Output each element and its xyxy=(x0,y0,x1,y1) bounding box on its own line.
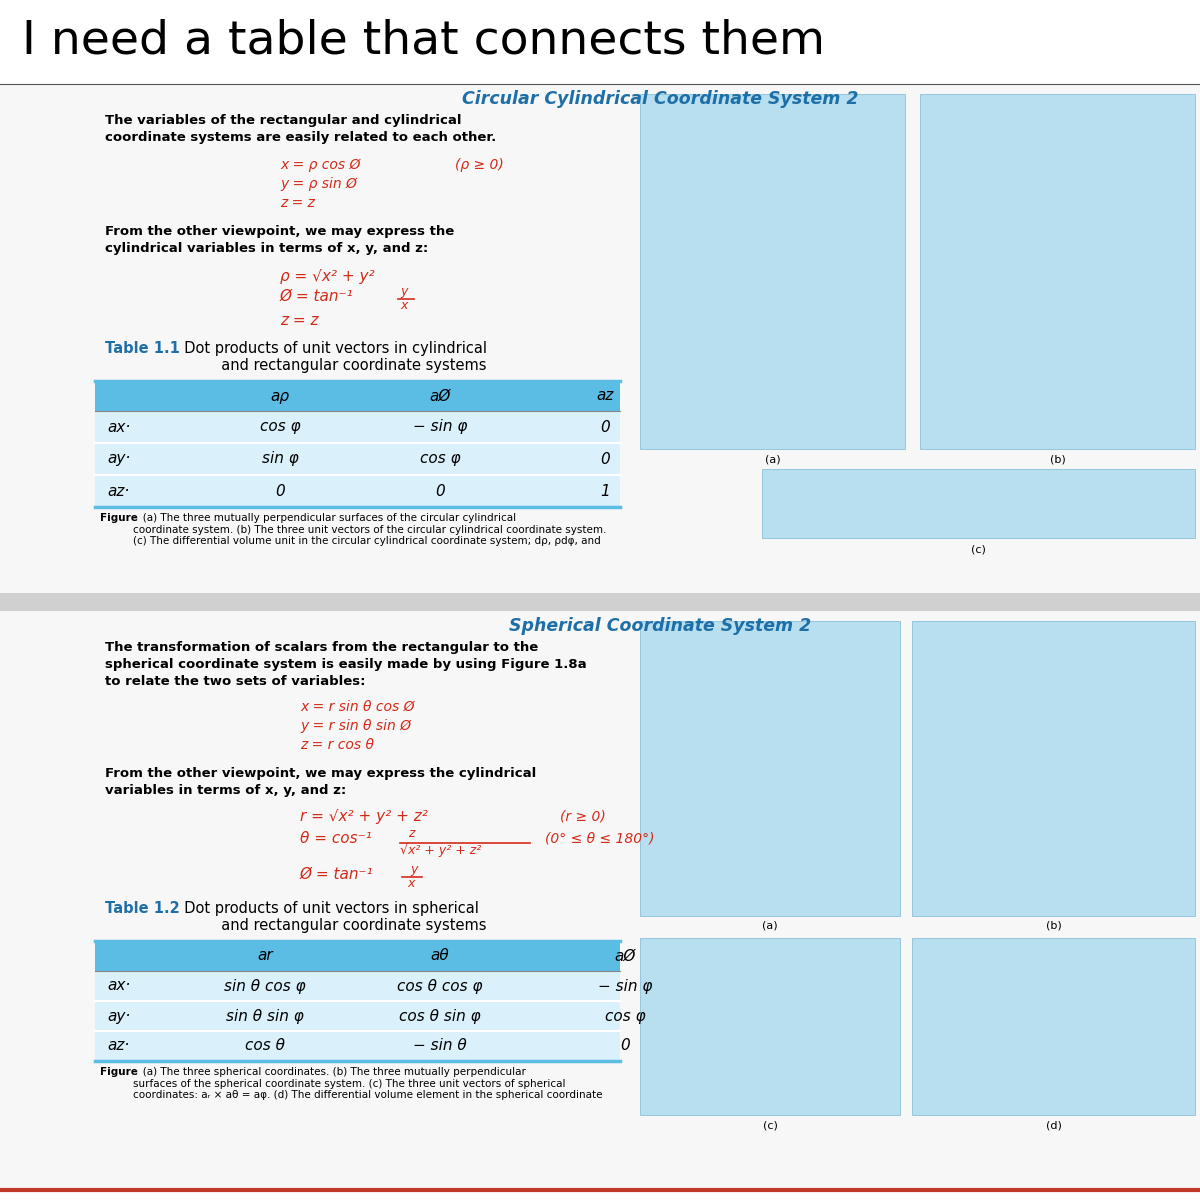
Text: x = r sin θ cos Ø: x = r sin θ cos Ø xyxy=(300,700,414,714)
Text: aØ: aØ xyxy=(430,389,451,403)
Text: sin θ cos φ: sin θ cos φ xyxy=(224,978,306,994)
Text: az: az xyxy=(596,389,613,403)
Text: to relate the two sets of variables:: to relate the two sets of variables: xyxy=(106,674,366,688)
Text: (0° ≤ θ ≤ 180°): (0° ≤ θ ≤ 180°) xyxy=(545,830,654,845)
Text: (c): (c) xyxy=(971,544,986,554)
Text: sin φ: sin φ xyxy=(262,451,299,467)
Text: 1: 1 xyxy=(600,484,610,498)
Text: and rectangular coordinate systems: and rectangular coordinate systems xyxy=(175,918,486,934)
Bar xyxy=(95,443,620,475)
Text: θ = cos⁻¹: θ = cos⁻¹ xyxy=(300,830,372,846)
Text: y: y xyxy=(400,284,407,298)
Text: 0: 0 xyxy=(600,420,610,434)
Text: Dot products of unit vectors in cylindrical: Dot products of unit vectors in cylindri… xyxy=(175,341,487,356)
Text: ar: ar xyxy=(257,948,272,964)
Text: cos φ: cos φ xyxy=(259,420,300,434)
Text: z = z: z = z xyxy=(280,313,318,328)
Text: − sin φ: − sin φ xyxy=(413,420,467,434)
Text: ax·: ax· xyxy=(107,978,131,994)
Text: 0: 0 xyxy=(436,484,445,498)
Text: variables in terms of x, y, and z:: variables in terms of x, y, and z: xyxy=(106,784,347,797)
Text: Ø = tan⁻¹: Ø = tan⁻¹ xyxy=(280,289,354,304)
Bar xyxy=(0,611,1200,1190)
Text: ax·: ax· xyxy=(107,420,131,434)
Bar xyxy=(95,382,620,410)
Text: 0: 0 xyxy=(620,1038,630,1054)
Text: y = ρ sin Ø: y = ρ sin Ø xyxy=(280,176,356,191)
Text: Figure: Figure xyxy=(100,514,138,523)
Text: z = r cos θ: z = r cos θ xyxy=(300,738,374,752)
Text: ρ = √x² + y²: ρ = √x² + y² xyxy=(280,269,374,284)
Text: The variables of the rectangular and cylindrical: The variables of the rectangular and cyl… xyxy=(106,114,462,127)
Text: (c): (c) xyxy=(762,1120,778,1130)
Text: cylindrical variables in terms of x, y, and z:: cylindrical variables in terms of x, y, … xyxy=(106,242,428,254)
Text: (ρ ≥ 0): (ρ ≥ 0) xyxy=(455,158,504,172)
Bar xyxy=(912,938,1195,1115)
Bar xyxy=(640,622,900,916)
Text: − sin θ: − sin θ xyxy=(413,1038,467,1054)
Text: (d): (d) xyxy=(1045,1120,1062,1130)
Text: Table 1.2: Table 1.2 xyxy=(106,901,180,916)
Text: From the other viewpoint, we may express the: From the other viewpoint, we may express… xyxy=(106,226,455,238)
Text: (a) The three mutually perpendicular surfaces of the circular cylindrical
coordi: (a) The three mutually perpendicular sur… xyxy=(133,514,606,546)
Bar xyxy=(95,1001,620,1031)
Text: x = ρ cos Ø: x = ρ cos Ø xyxy=(280,158,360,172)
Text: ay·: ay· xyxy=(107,1008,131,1024)
Bar xyxy=(0,84,1200,593)
Bar xyxy=(95,1031,620,1061)
Text: − sin φ: − sin φ xyxy=(598,978,652,994)
Bar xyxy=(95,410,620,443)
Text: sin θ sin φ: sin θ sin φ xyxy=(226,1008,304,1024)
Text: z = z: z = z xyxy=(280,196,314,210)
Text: az·: az· xyxy=(107,484,130,498)
Text: cos φ: cos φ xyxy=(420,451,461,467)
Text: z: z xyxy=(408,827,414,840)
Bar xyxy=(920,94,1195,449)
Text: From the other viewpoint, we may express the cylindrical: From the other viewpoint, we may express… xyxy=(106,767,536,780)
Text: ay·: ay· xyxy=(107,451,131,467)
Bar xyxy=(640,938,900,1115)
Text: The transformation of scalars from the rectangular to the: The transformation of scalars from the r… xyxy=(106,641,539,654)
Text: (a): (a) xyxy=(762,922,778,931)
Text: (r ≥ 0): (r ≥ 0) xyxy=(560,809,606,823)
Text: Figure: Figure xyxy=(100,1067,138,1078)
Bar xyxy=(95,941,620,971)
Bar xyxy=(762,469,1195,538)
Text: cos θ: cos θ xyxy=(245,1038,286,1054)
Text: √x² + y² + z²: √x² + y² + z² xyxy=(400,842,481,857)
Text: aρ: aρ xyxy=(270,389,289,403)
Text: Table 1.1: Table 1.1 xyxy=(106,341,180,356)
Text: 0: 0 xyxy=(275,484,284,498)
Text: (b): (b) xyxy=(1050,455,1066,464)
Text: coordinate systems are easily related to each other.: coordinate systems are easily related to… xyxy=(106,131,497,144)
Text: az·: az· xyxy=(107,1038,130,1054)
Text: cos φ: cos φ xyxy=(605,1008,646,1024)
Text: (a): (a) xyxy=(764,455,780,464)
Text: 0: 0 xyxy=(600,451,610,467)
Text: Ø = tan⁻¹: Ø = tan⁻¹ xyxy=(300,866,373,882)
Text: cos θ cos φ: cos θ cos φ xyxy=(397,978,482,994)
Text: (a) The three spherical coordinates. (b) The three mutually perpendicular
surfac: (a) The three spherical coordinates. (b)… xyxy=(133,1067,602,1100)
Bar xyxy=(0,593,1200,611)
Text: aθ: aθ xyxy=(431,948,449,964)
Text: r = √x² + y² + z²: r = √x² + y² + z² xyxy=(300,809,428,824)
Bar xyxy=(95,475,620,506)
Text: y = r sin θ sin Ø: y = r sin θ sin Ø xyxy=(300,719,410,733)
Text: y: y xyxy=(410,863,418,876)
Text: Circular Cylindrical Coordinate System 2: Circular Cylindrical Coordinate System 2 xyxy=(462,90,858,108)
Text: aØ: aØ xyxy=(614,948,636,964)
Text: Dot products of unit vectors in spherical: Dot products of unit vectors in spherica… xyxy=(175,901,479,916)
Text: spherical coordinate system is easily made by using Figure 1.8a: spherical coordinate system is easily ma… xyxy=(106,658,587,671)
Text: and rectangular coordinate systems: and rectangular coordinate systems xyxy=(175,358,486,373)
Text: Spherical Coordinate System 2: Spherical Coordinate System 2 xyxy=(509,617,811,635)
Text: x: x xyxy=(400,299,407,312)
Text: (b): (b) xyxy=(1045,922,1061,931)
Text: cos θ sin φ: cos θ sin φ xyxy=(400,1008,481,1024)
Bar xyxy=(640,94,905,449)
Text: x: x xyxy=(407,877,414,890)
Bar xyxy=(912,622,1195,916)
Bar xyxy=(95,971,620,1001)
Text: I need a table that connects them: I need a table that connects them xyxy=(22,18,826,62)
